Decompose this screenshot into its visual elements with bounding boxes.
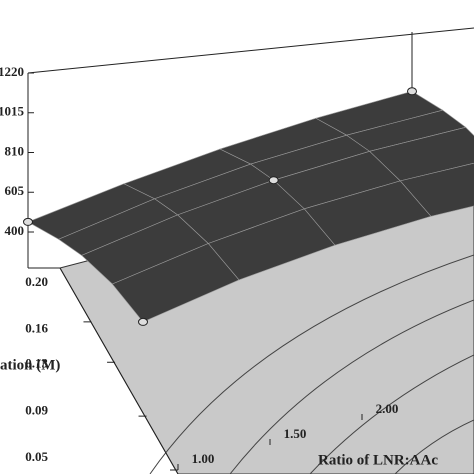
surface-cell [369,126,474,182]
z-tick-label: 605 [5,183,25,198]
y-tick-label: 0.09 [25,402,48,417]
contour [229,299,474,474]
y-tick-label: 0.16 [25,321,48,336]
design-point [268,176,279,185]
x-axis-title: Ratio of LNR:AAc [318,452,438,468]
contour [309,354,474,474]
y-tick-label: 0.13 [25,356,48,371]
z-tick-label: 400 [5,223,25,238]
floor-edge [59,267,179,474]
contours [149,254,474,474]
x-tick-label: 1.00 [192,451,215,466]
contour [149,254,474,474]
x-tick-label: 2.00 [376,401,399,416]
z-tick-label: 1220 [0,64,24,79]
y-tick-label: 0.20 [25,274,48,289]
surface-cell [399,162,474,217]
contour [394,419,474,474]
z-tick-label: 1015 [0,104,25,119]
y-axis-title: ation (M) [0,357,60,373]
box-edge [27,27,474,74]
z-tick-label: 810 [5,143,25,158]
design-point [138,317,148,326]
x-tick-label: 1.50 [284,426,307,441]
design-point [407,87,417,96]
y-tick-label: 0.05 [25,449,48,464]
design-point [23,217,33,226]
